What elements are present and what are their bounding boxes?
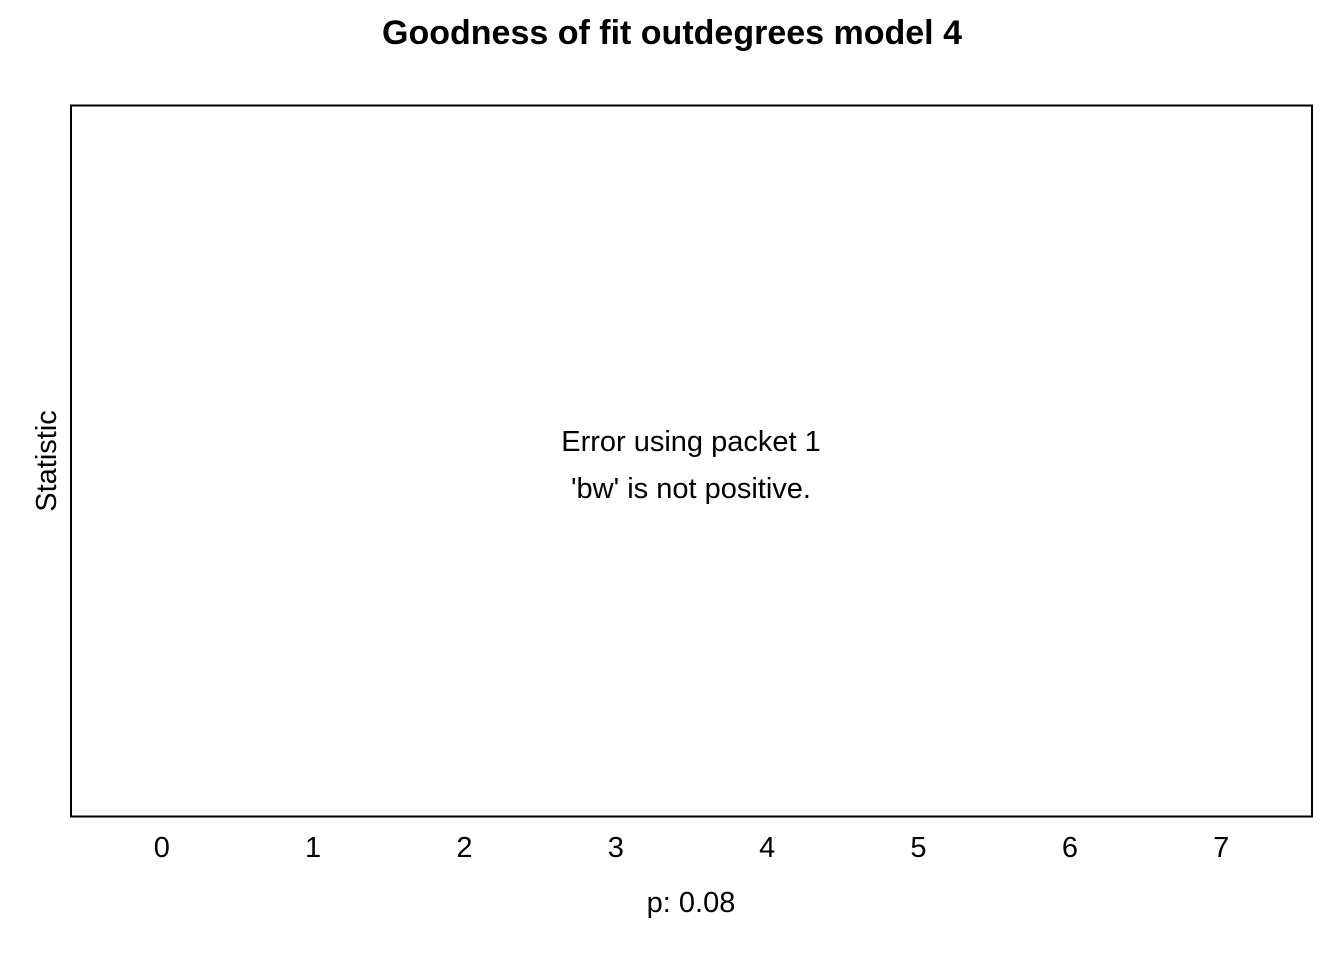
- x-tick-label: 4: [759, 832, 775, 864]
- x-tick-label: 7: [1213, 832, 1229, 864]
- x-tick-label: 2: [456, 832, 472, 864]
- x-tick-label: 6: [1062, 832, 1078, 864]
- y-axis-label: Statistic: [31, 410, 63, 512]
- chart-title: Goodness of fit outdegrees model 4: [382, 14, 962, 52]
- x-tick-label: 5: [910, 832, 926, 864]
- x-axis-label: p: 0.08: [647, 887, 736, 919]
- error-message-line-2: 'bw' is not positive.: [571, 473, 811, 505]
- x-tick-label: 1: [305, 832, 321, 864]
- x-axis-ticks: 0 1 2 3 4 5 6 7: [154, 832, 1230, 864]
- x-tick-label: 0: [154, 832, 170, 864]
- plot-frame: [70, 104, 1313, 818]
- x-tick-label: 3: [608, 832, 624, 864]
- error-message-line-1: Error using packet 1: [561, 426, 821, 458]
